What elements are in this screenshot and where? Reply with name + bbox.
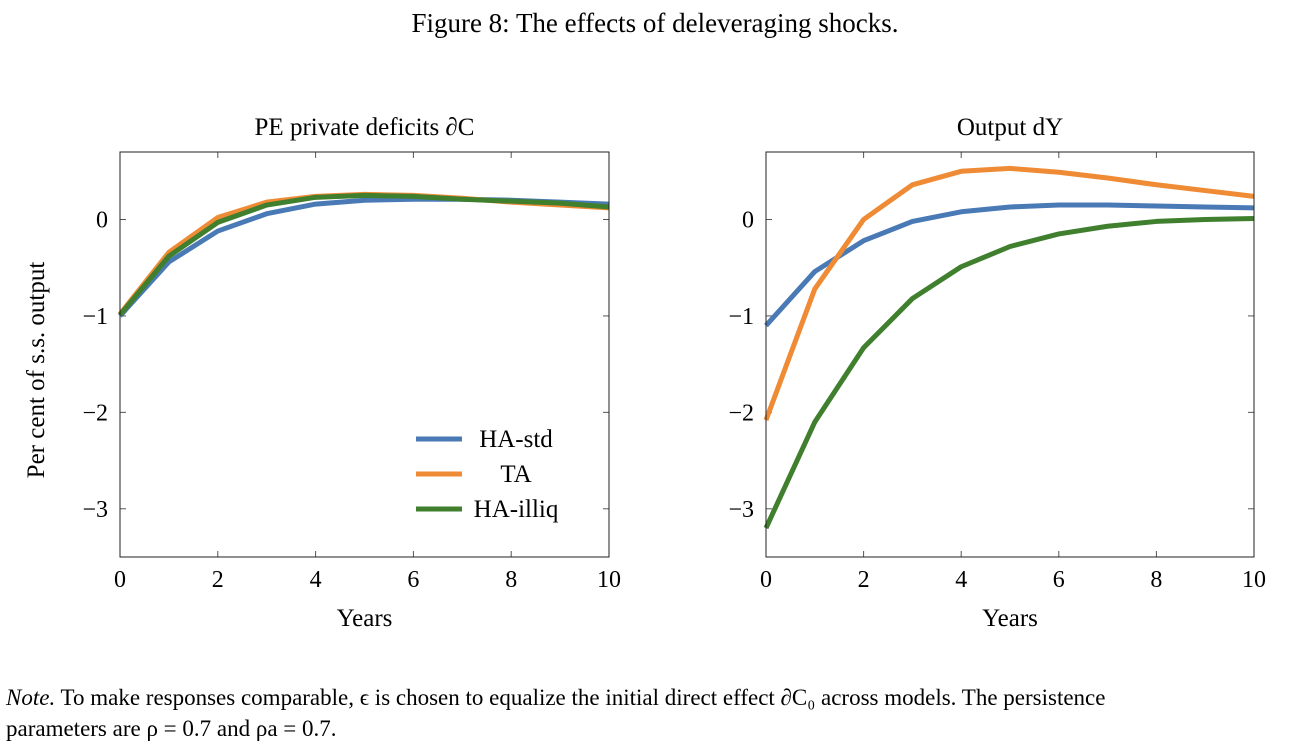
chart-title: PE private deficits ∂C [255,114,475,141]
note-line-2: parameters are ρ = 0.7 and ρa = 0.7. [6,716,337,741]
y-tick-label: −3 [82,497,108,523]
x-axis-label: Years [982,605,1038,632]
y-tick-label: 0 [742,208,754,234]
figure-title: Figure 8: The effects of deleveraging sh… [411,8,899,38]
legend-label-ta: TA [500,461,531,488]
y-tick-label: −1 [82,304,108,330]
series-line-ta [763,165,1255,421]
plot-frame [119,151,610,558]
x-tick-label: 0 [760,567,772,593]
y-tick-label: −2 [728,400,754,426]
x-tick-label: 10 [1242,567,1266,593]
x-tick-label: 4 [955,567,967,593]
x-tick-label: 8 [1150,567,1162,593]
x-tick-label: 4 [310,567,322,593]
figure-note: Note. To make responses comparable, ϵ is… [6,682,1306,744]
x-tick-label: 8 [505,567,517,593]
note-lead: Note. [6,685,56,710]
x-tick-label: 2 [858,567,870,593]
x-tick-label: 10 [597,567,621,593]
note-text-1: To make responses comparable, ϵ is chose… [55,685,1106,710]
chart-title: Output dY [957,114,1063,141]
x-tick-label: 6 [407,567,419,593]
y-tick-label: −2 [82,400,108,426]
y-tick-label: −1 [728,304,754,330]
x-tick-label: 0 [114,567,126,593]
series-line-ta [118,191,610,316]
series-line-ha-illiq [763,216,1255,530]
y-tick-label: 0 [96,208,108,234]
plot-frame [765,151,1255,558]
legend-label-ha-std: HA-std [479,426,553,453]
legend-label-ha-illiq: HA-illiq [474,496,559,523]
series-line-ha-std [764,202,1255,328]
note-line-1: Note. To make responses comparable, ϵ is… [6,682,1306,713]
y-axis-label: Per cent of s.s. output [23,262,50,479]
series-line-ha-std [118,196,610,318]
x-tick-label: 2 [212,567,224,593]
series-line-ha-illiq [118,192,610,317]
chart-panel-left: 0 2 4 6 8 10 −3 −2 −1 0 PE private deficits ∂C Year… [82,114,621,632]
x-axis-label: Years [337,605,393,632]
chart-panel-right: 0 2 4 6 8 10 −3 −2 −1 0 Output dY Years [728,114,1266,632]
x-tick-label: 6 [1053,567,1065,593]
y-tick-label: −3 [728,497,754,523]
